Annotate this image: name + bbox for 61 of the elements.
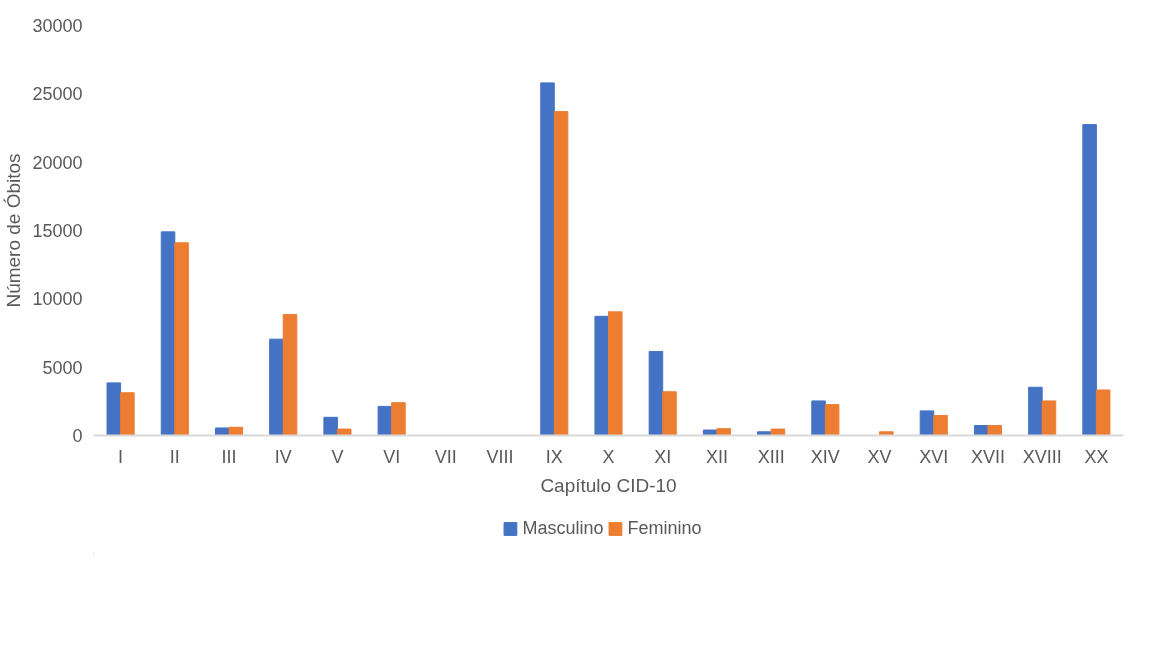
y-tick-label: 30000: [32, 16, 83, 36]
x-tick-label: XX: [1084, 446, 1109, 467]
bar: [594, 315, 609, 436]
bar: [987, 425, 1003, 436]
bar: [811, 400, 826, 436]
bar: [540, 82, 555, 436]
bar: [1095, 389, 1111, 436]
x-tick-label: XII: [705, 446, 728, 467]
x-axis-title: Capítulo CID-10: [540, 474, 677, 496]
legend-label: Feminino: [627, 517, 702, 539]
bar: [269, 338, 284, 436]
y-tick-label: 10000: [32, 289, 83, 310]
y-tick-label: 25000: [32, 84, 83, 105]
x-tick-label: VI: [383, 446, 401, 467]
bar: [553, 111, 569, 436]
x-tick-label: XV: [867, 446, 892, 467]
x-tick-label: XIII: [757, 446, 785, 467]
x-tick-label: XIV: [810, 446, 840, 467]
y-tick-label: 20000: [32, 152, 83, 173]
x-tick-label: V: [331, 446, 344, 467]
bar: [879, 431, 894, 436]
bar: [160, 231, 176, 436]
bar: [120, 392, 135, 436]
bar: [106, 382, 122, 436]
x-tick-label: VII: [434, 446, 457, 467]
x-tick-label: II: [169, 446, 180, 467]
bar: [214, 427, 230, 436]
y-axis-title: Número de Óbitos: [3, 153, 25, 308]
x-tick-label: XVIII: [1022, 446, 1062, 467]
x-tick-label: XI: [654, 446, 672, 467]
bar: [174, 242, 189, 436]
bar: [323, 416, 338, 436]
x-tick-label: XVII: [970, 446, 1005, 467]
bar: [1082, 124, 1097, 436]
x-tick-label: IX: [545, 446, 563, 467]
bar: [608, 311, 623, 436]
bar: [377, 405, 393, 436]
y-tick-label: 5000: [42, 357, 83, 378]
bar: [282, 314, 298, 436]
bar: [1041, 400, 1057, 436]
bar: [933, 415, 948, 436]
bar: [702, 429, 718, 436]
bar: [648, 350, 664, 436]
bar: [770, 428, 786, 436]
legend-label: Masculino: [522, 517, 604, 539]
x-tick-label: III: [221, 446, 237, 467]
bar: [662, 391, 677, 436]
y-tick-label: 15000: [32, 221, 83, 241]
x-tick-label: VIII: [486, 446, 514, 467]
bar: [919, 410, 935, 436]
x-tick-label: IV: [274, 446, 292, 467]
bar: [391, 402, 406, 436]
x-tick-label: X: [602, 446, 615, 467]
bar: [336, 428, 352, 436]
bar: [824, 404, 840, 436]
bar: [228, 426, 244, 436]
y-tick-label: 0: [72, 426, 83, 446]
bar: [1028, 386, 1043, 436]
bar: [716, 428, 731, 436]
x-tick-label: XVI: [919, 446, 949, 467]
x-tick-label: I: [118, 446, 124, 467]
